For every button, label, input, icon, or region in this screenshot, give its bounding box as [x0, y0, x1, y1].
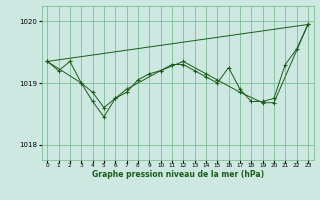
X-axis label: Graphe pression niveau de la mer (hPa): Graphe pression niveau de la mer (hPa)	[92, 170, 264, 179]
